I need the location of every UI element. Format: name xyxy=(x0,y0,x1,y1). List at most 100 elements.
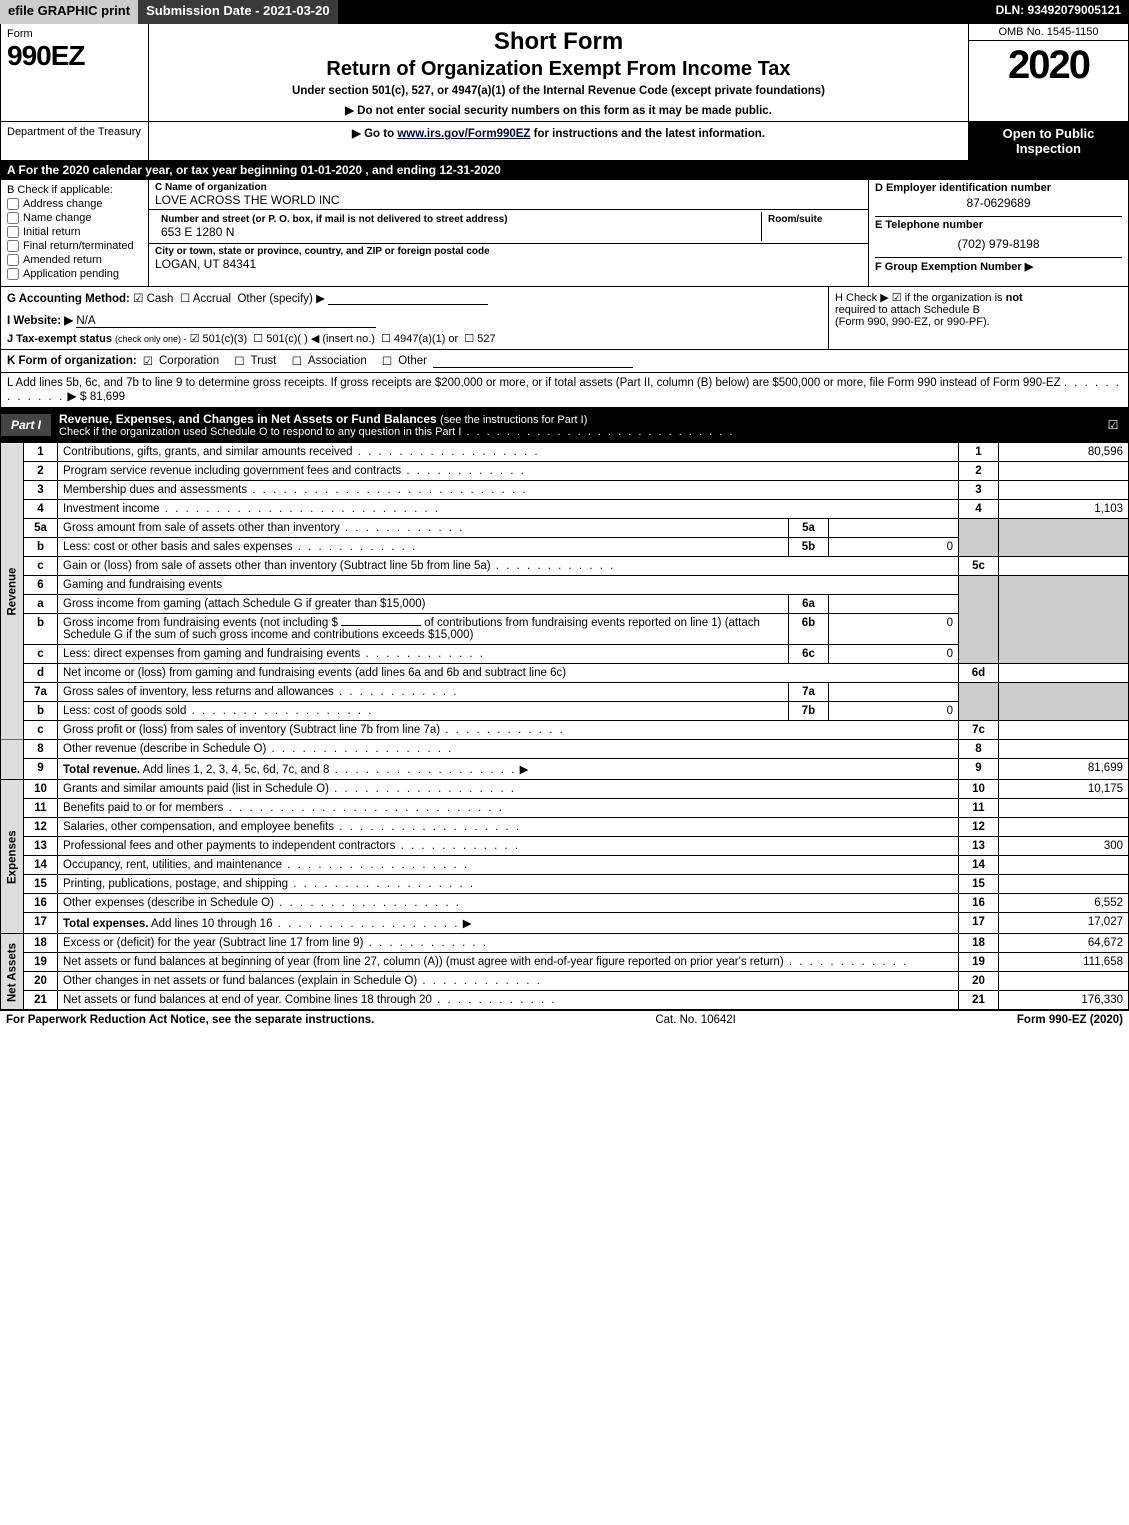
part-i-sub: Check if the organization used Schedule … xyxy=(59,426,461,438)
part-i-title: Revenue, Expenses, and Changes in Net As… xyxy=(51,408,1098,442)
part-i-checkbox[interactable]: ☑ xyxy=(1108,418,1119,432)
line-1-num: 1 xyxy=(24,443,58,462)
line-18-rn: 18 xyxy=(959,934,999,953)
address-change-checkbox[interactable] xyxy=(7,198,19,210)
line-5c-desc: Gain or (loss) from sale of assets other… xyxy=(63,560,491,572)
line-7a-desc: Gross sales of inventory, less returns a… xyxy=(63,686,334,698)
line-19-rn: 19 xyxy=(959,953,999,972)
col-b-checkboxes: B Check if applicable: Address change Na… xyxy=(1,180,149,286)
line-18-num: 18 xyxy=(24,934,58,953)
line-13-rn: 13 xyxy=(959,837,999,856)
line-3-rn: 3 xyxy=(959,481,999,500)
ein-label: D Employer identification number xyxy=(875,182,1122,194)
final-return-checkbox[interactable] xyxy=(7,240,19,252)
line-7b-desc: Less: cost of goods sold xyxy=(63,705,186,717)
part-i-header: Part I Revenue, Expenses, and Changes in… xyxy=(0,408,1129,443)
k-corp: Corporation xyxy=(159,355,219,367)
line-5b-desc: Less: cost or other basis and sales expe… xyxy=(63,541,293,553)
line-6b-sn: 6b xyxy=(789,614,829,645)
line-5a-sv xyxy=(829,519,959,538)
line-9-desc: Total revenue. xyxy=(63,764,140,776)
header-row: Form 990EZ Short Form Return of Organiza… xyxy=(0,24,1129,122)
part-i-table: Revenue 1 Contributions, gifts, grants, … xyxy=(0,443,1129,1010)
line-16-val: 6,552 xyxy=(999,894,1129,913)
line-12-val xyxy=(999,818,1129,837)
dept-treasury: Department of the Treasury xyxy=(1,122,149,160)
line-10-rn: 10 xyxy=(959,780,999,799)
expenses-side-label: Expenses xyxy=(1,780,24,934)
line-3-desc: Membership dues and assessments xyxy=(63,484,247,496)
h-check: H Check ▶ xyxy=(835,292,889,304)
j-527: 527 xyxy=(477,333,495,345)
amended-return-checkbox[interactable] xyxy=(7,254,19,266)
name-change-checkbox[interactable] xyxy=(7,212,19,224)
line-2-num: 2 xyxy=(24,462,58,481)
line-16-desc: Other expenses (describe in Schedule O) xyxy=(63,897,274,909)
omb-number: OMB No. 1545-1150 xyxy=(969,24,1128,41)
line-3-val xyxy=(999,481,1129,500)
line-21-desc: Net assets or fund balances at end of ye… xyxy=(63,994,432,1006)
k-trust: Trust xyxy=(251,355,277,367)
room-label: Room/suite xyxy=(768,214,856,225)
group-exemption-label: F Group Exemption Number ▶ xyxy=(875,257,1122,273)
under-section: Under section 501(c), 527, or 4947(a)(1)… xyxy=(155,85,962,97)
app-pending-label: Application pending xyxy=(23,268,119,280)
line-5c-num: c xyxy=(24,557,58,576)
line-6c-sn: 6c xyxy=(789,645,829,664)
g-other: Other (specify) ▶ xyxy=(237,293,324,305)
tel-value: (702) 979-8198 xyxy=(875,237,1122,251)
line-7c-desc: Gross profit or (loss) from sales of inv… xyxy=(63,724,440,736)
line-k: K Form of organization: ☑ Corporation ☐ … xyxy=(0,350,1129,373)
line-6a-sn: 6a xyxy=(789,595,829,614)
initial-return-checkbox[interactable] xyxy=(7,226,19,238)
line-21-val: 176,330 xyxy=(999,991,1129,1010)
line-15-desc: Printing, publications, postage, and shi… xyxy=(63,878,288,890)
row-dept: Department of the Treasury ▶ Go to www.i… xyxy=(0,122,1129,161)
line-7b-num: b xyxy=(24,702,58,721)
l-value: 81,699 xyxy=(90,391,125,403)
line-11-num: 11 xyxy=(24,799,58,818)
line-5a-sn: 5a xyxy=(789,519,829,538)
goto-post: for instructions and the latest informat… xyxy=(530,128,765,140)
line-14-val xyxy=(999,856,1129,875)
j-501c3: 501(c)(3) xyxy=(203,333,248,345)
line-6-num: 6 xyxy=(24,576,58,595)
line-14-desc: Occupancy, rent, utilities, and maintena… xyxy=(63,859,282,871)
line-7b-sv: 0 xyxy=(829,702,959,721)
line-5a-num: 5a xyxy=(24,519,58,538)
col-d: D Employer identification number 87-0629… xyxy=(868,180,1128,286)
line-4-rn: 4 xyxy=(959,500,999,519)
h-text2: if the organization is xyxy=(905,292,1003,304)
line-18-val: 64,672 xyxy=(999,934,1129,953)
part-i-tab: Part I xyxy=(1,414,51,436)
g-accrual: Accrual xyxy=(193,293,231,305)
line-5b-sn: 5b xyxy=(789,538,829,557)
city-label: City or town, state or province, country… xyxy=(155,246,862,257)
line-21-rn: 21 xyxy=(959,991,999,1010)
form-label: Form xyxy=(7,28,142,40)
k-label: K Form of organization: xyxy=(7,355,137,367)
efile-tab[interactable]: efile GRAPHIC print xyxy=(0,0,138,24)
tax-year: 2020 xyxy=(969,41,1128,90)
k-other: Other xyxy=(398,355,427,367)
line-15-rn: 15 xyxy=(959,875,999,894)
line-g: G Accounting Method: ☑ Cash ☐ Accrual Ot… xyxy=(7,291,822,305)
line-4-val: 1,103 xyxy=(999,500,1129,519)
irs-link[interactable]: www.irs.gov/Form990EZ xyxy=(397,128,530,140)
l-arrow: ▶ $ xyxy=(67,389,86,403)
h-text3: required to attach Schedule B xyxy=(835,304,980,316)
line-2-rn: 2 xyxy=(959,462,999,481)
line-6c-num: c xyxy=(24,645,58,664)
line-5c-rn: 5c xyxy=(959,557,999,576)
line-7c-rn: 7c xyxy=(959,721,999,740)
app-pending-checkbox[interactable] xyxy=(7,268,19,280)
line-5c-val xyxy=(999,557,1129,576)
open-public: Open to Public Inspection xyxy=(968,122,1128,160)
dln-label: DLN: 93492079005121 xyxy=(988,0,1129,24)
line-8-rn: 8 xyxy=(959,740,999,759)
footer-cat: Cat. No. 10642I xyxy=(374,1014,1017,1026)
ssn-notice: ▶ Do not enter social security numbers o… xyxy=(155,103,962,117)
line-2-val xyxy=(999,462,1129,481)
line-l: L Add lines 5b, 6c, and 7b to line 9 to … xyxy=(0,373,1129,408)
line-6a-num: a xyxy=(24,595,58,614)
